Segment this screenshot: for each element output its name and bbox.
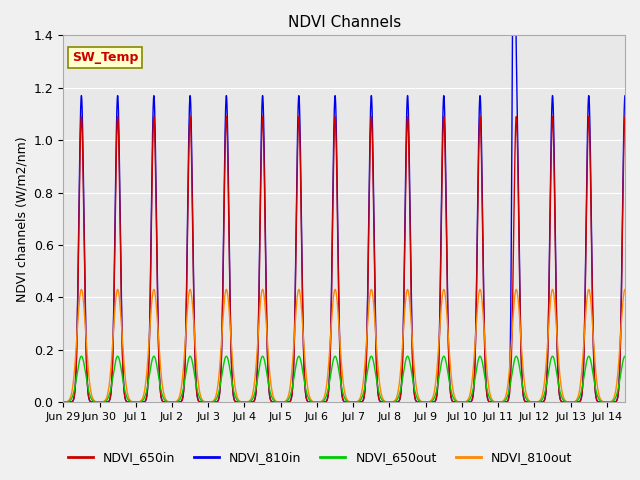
NDVI_650out (625, 367, 632, 372)
NDVI_650in (114, 114, 122, 120)
NDVI_650out (79, 357, 87, 363)
NDVI_650out (56, 399, 63, 405)
NDVI_810out (625, 320, 632, 325)
NDVI_810in (625, 289, 632, 295)
Text: SW_Temp: SW_Temp (72, 51, 138, 64)
NDVI_810out (90, 397, 97, 403)
NDVI_650out (114, 353, 122, 359)
NDVI_650in (595, 399, 602, 405)
NDVI_810in (79, 162, 87, 168)
NDVI_810in (58, 399, 66, 405)
NDVI_650out (90, 398, 97, 404)
Line: NDVI_810in: NDVI_810in (60, 0, 628, 402)
Y-axis label: NDVI channels (W/m2/nm): NDVI channels (W/m2/nm) (15, 136, 28, 301)
Title: NDVI Channels: NDVI Channels (287, 15, 401, 30)
NDVI_810in (595, 399, 602, 405)
NDVI_650out (595, 396, 602, 401)
NDVI_810in (90, 399, 97, 405)
Line: NDVI_650in: NDVI_650in (60, 117, 628, 402)
Line: NDVI_810out: NDVI_810out (60, 289, 628, 402)
NDVI_810out (114, 287, 122, 292)
NDVI_810out (168, 399, 175, 405)
NDVI_810out (79, 296, 87, 302)
NDVI_650out (58, 399, 66, 405)
NDVI_650in (58, 399, 66, 405)
NDVI_650in (168, 399, 175, 405)
NDVI_810out (58, 399, 66, 405)
NDVI_650in (625, 296, 632, 302)
NDVI_810out (56, 399, 63, 405)
Legend: NDVI_650in, NDVI_810in, NDVI_650out, NDVI_810out: NDVI_650in, NDVI_810in, NDVI_650out, NDV… (63, 446, 577, 469)
NDVI_650out (168, 399, 175, 405)
Line: NDVI_650out: NDVI_650out (60, 356, 628, 402)
NDVI_650in (56, 399, 63, 405)
NDVI_650in (334, 242, 342, 248)
NDVI_810out (595, 390, 602, 396)
NDVI_650out (334, 362, 342, 368)
NDVI_650in (79, 178, 87, 184)
NDVI_810out (334, 307, 342, 313)
NDVI_810in (167, 399, 175, 405)
NDVI_810in (56, 399, 63, 405)
NDVI_650in (90, 399, 97, 405)
NDVI_810in (334, 227, 342, 232)
